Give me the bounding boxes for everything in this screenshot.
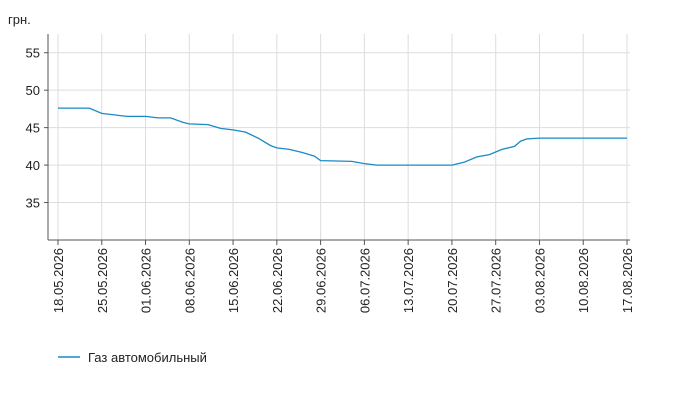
x-tick-label: 22.06.2026 [270, 248, 285, 313]
x-tick-label: 25.05.2026 [95, 248, 110, 313]
x-tick-label: 08.06.2026 [182, 248, 197, 313]
y-tick-label: 35 [26, 196, 40, 211]
x-tick-label: 01.06.2026 [139, 248, 154, 313]
x-tick-label: 13.07.2026 [401, 248, 416, 313]
x-tick-label: 03.08.2026 [532, 248, 547, 313]
x-tick-label: 27.07.2026 [489, 248, 504, 313]
y-tick-label: 45 [26, 121, 40, 136]
legend-label: Газ автомобильный [88, 350, 207, 365]
x-tick-label: 20.07.2026 [445, 248, 460, 313]
x-tick-label: 06.07.2026 [357, 248, 372, 313]
data-line [58, 107, 627, 166]
x-tick-label: 10.08.2026 [576, 248, 591, 313]
y-tick-label: 55 [26, 46, 40, 61]
y-axis-label: грн. [8, 12, 31, 27]
y-tick-label: 50 [26, 83, 40, 98]
x-tick-label: 17.08.2026 [620, 248, 635, 313]
x-tick-label: 29.06.2026 [314, 248, 329, 313]
x-tick-label: 18.05.2026 [51, 248, 66, 313]
y-tick-label: 40 [26, 158, 40, 173]
x-tick-label: 15.06.2026 [226, 248, 241, 313]
